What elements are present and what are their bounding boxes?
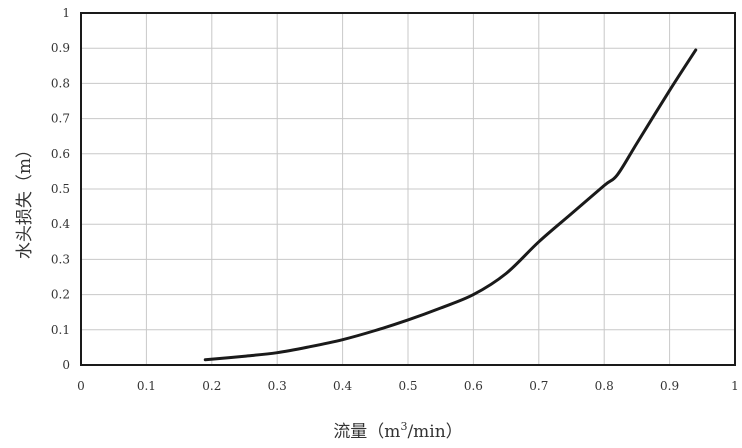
y-tick-label: 0.8 bbox=[51, 76, 70, 90]
y-tick-label: 0.3 bbox=[51, 252, 70, 266]
series-line-0 bbox=[203, 48, 698, 362]
y-tick-label: 0 bbox=[62, 358, 70, 372]
y-tick-label: 0.4 bbox=[51, 217, 70, 231]
y-tick-label: 0.1 bbox=[51, 323, 70, 337]
plot-frame bbox=[80, 12, 736, 366]
y-axis-title: 水头损失（m） bbox=[15, 141, 35, 259]
x-tick-label: 0.2 bbox=[202, 379, 221, 393]
x-axis-title-superscript: 3 bbox=[400, 420, 407, 433]
y-tick-label: 0.2 bbox=[51, 288, 70, 302]
x-tick-label: 0.3 bbox=[268, 379, 287, 393]
x-tick-label: 0 bbox=[77, 379, 85, 393]
x-axis-title-suffix: /min） bbox=[407, 422, 462, 442]
x-axis-ticks: 0 0.1 0.2 0.3 0.4 0.5 0.6 0.7 0.8 0.9 1 bbox=[77, 379, 739, 393]
series-layer bbox=[203, 48, 698, 362]
y-tick-label: 0.6 bbox=[51, 147, 70, 161]
x-tick-label: 0.5 bbox=[398, 379, 417, 393]
x-tick-label: 0.6 bbox=[464, 379, 483, 393]
y-tick-label: 0.5 bbox=[51, 182, 70, 196]
y-axis-ticks: 0 0.1 0.2 0.3 0.4 0.5 0.6 0.7 0.8 0.9 1 bbox=[51, 6, 70, 372]
x-tick-label: 0.9 bbox=[660, 379, 679, 393]
x-tick-label: 0.7 bbox=[529, 379, 548, 393]
y-tick-label: 0.9 bbox=[51, 41, 70, 55]
x-axis-title-prefix: 流量（m bbox=[333, 422, 400, 442]
y-tick-label: 1 bbox=[62, 6, 70, 20]
x-axis-title: 流量（m3/min） bbox=[333, 420, 462, 442]
x-tick-label: 0.8 bbox=[595, 379, 614, 393]
x-tick-label: 1 bbox=[731, 379, 739, 393]
x-tick-label: 0.1 bbox=[137, 379, 156, 393]
grid-lines bbox=[80, 12, 736, 366]
x-tick-label: 0.4 bbox=[333, 379, 352, 393]
y-tick-label: 0.7 bbox=[51, 112, 70, 126]
